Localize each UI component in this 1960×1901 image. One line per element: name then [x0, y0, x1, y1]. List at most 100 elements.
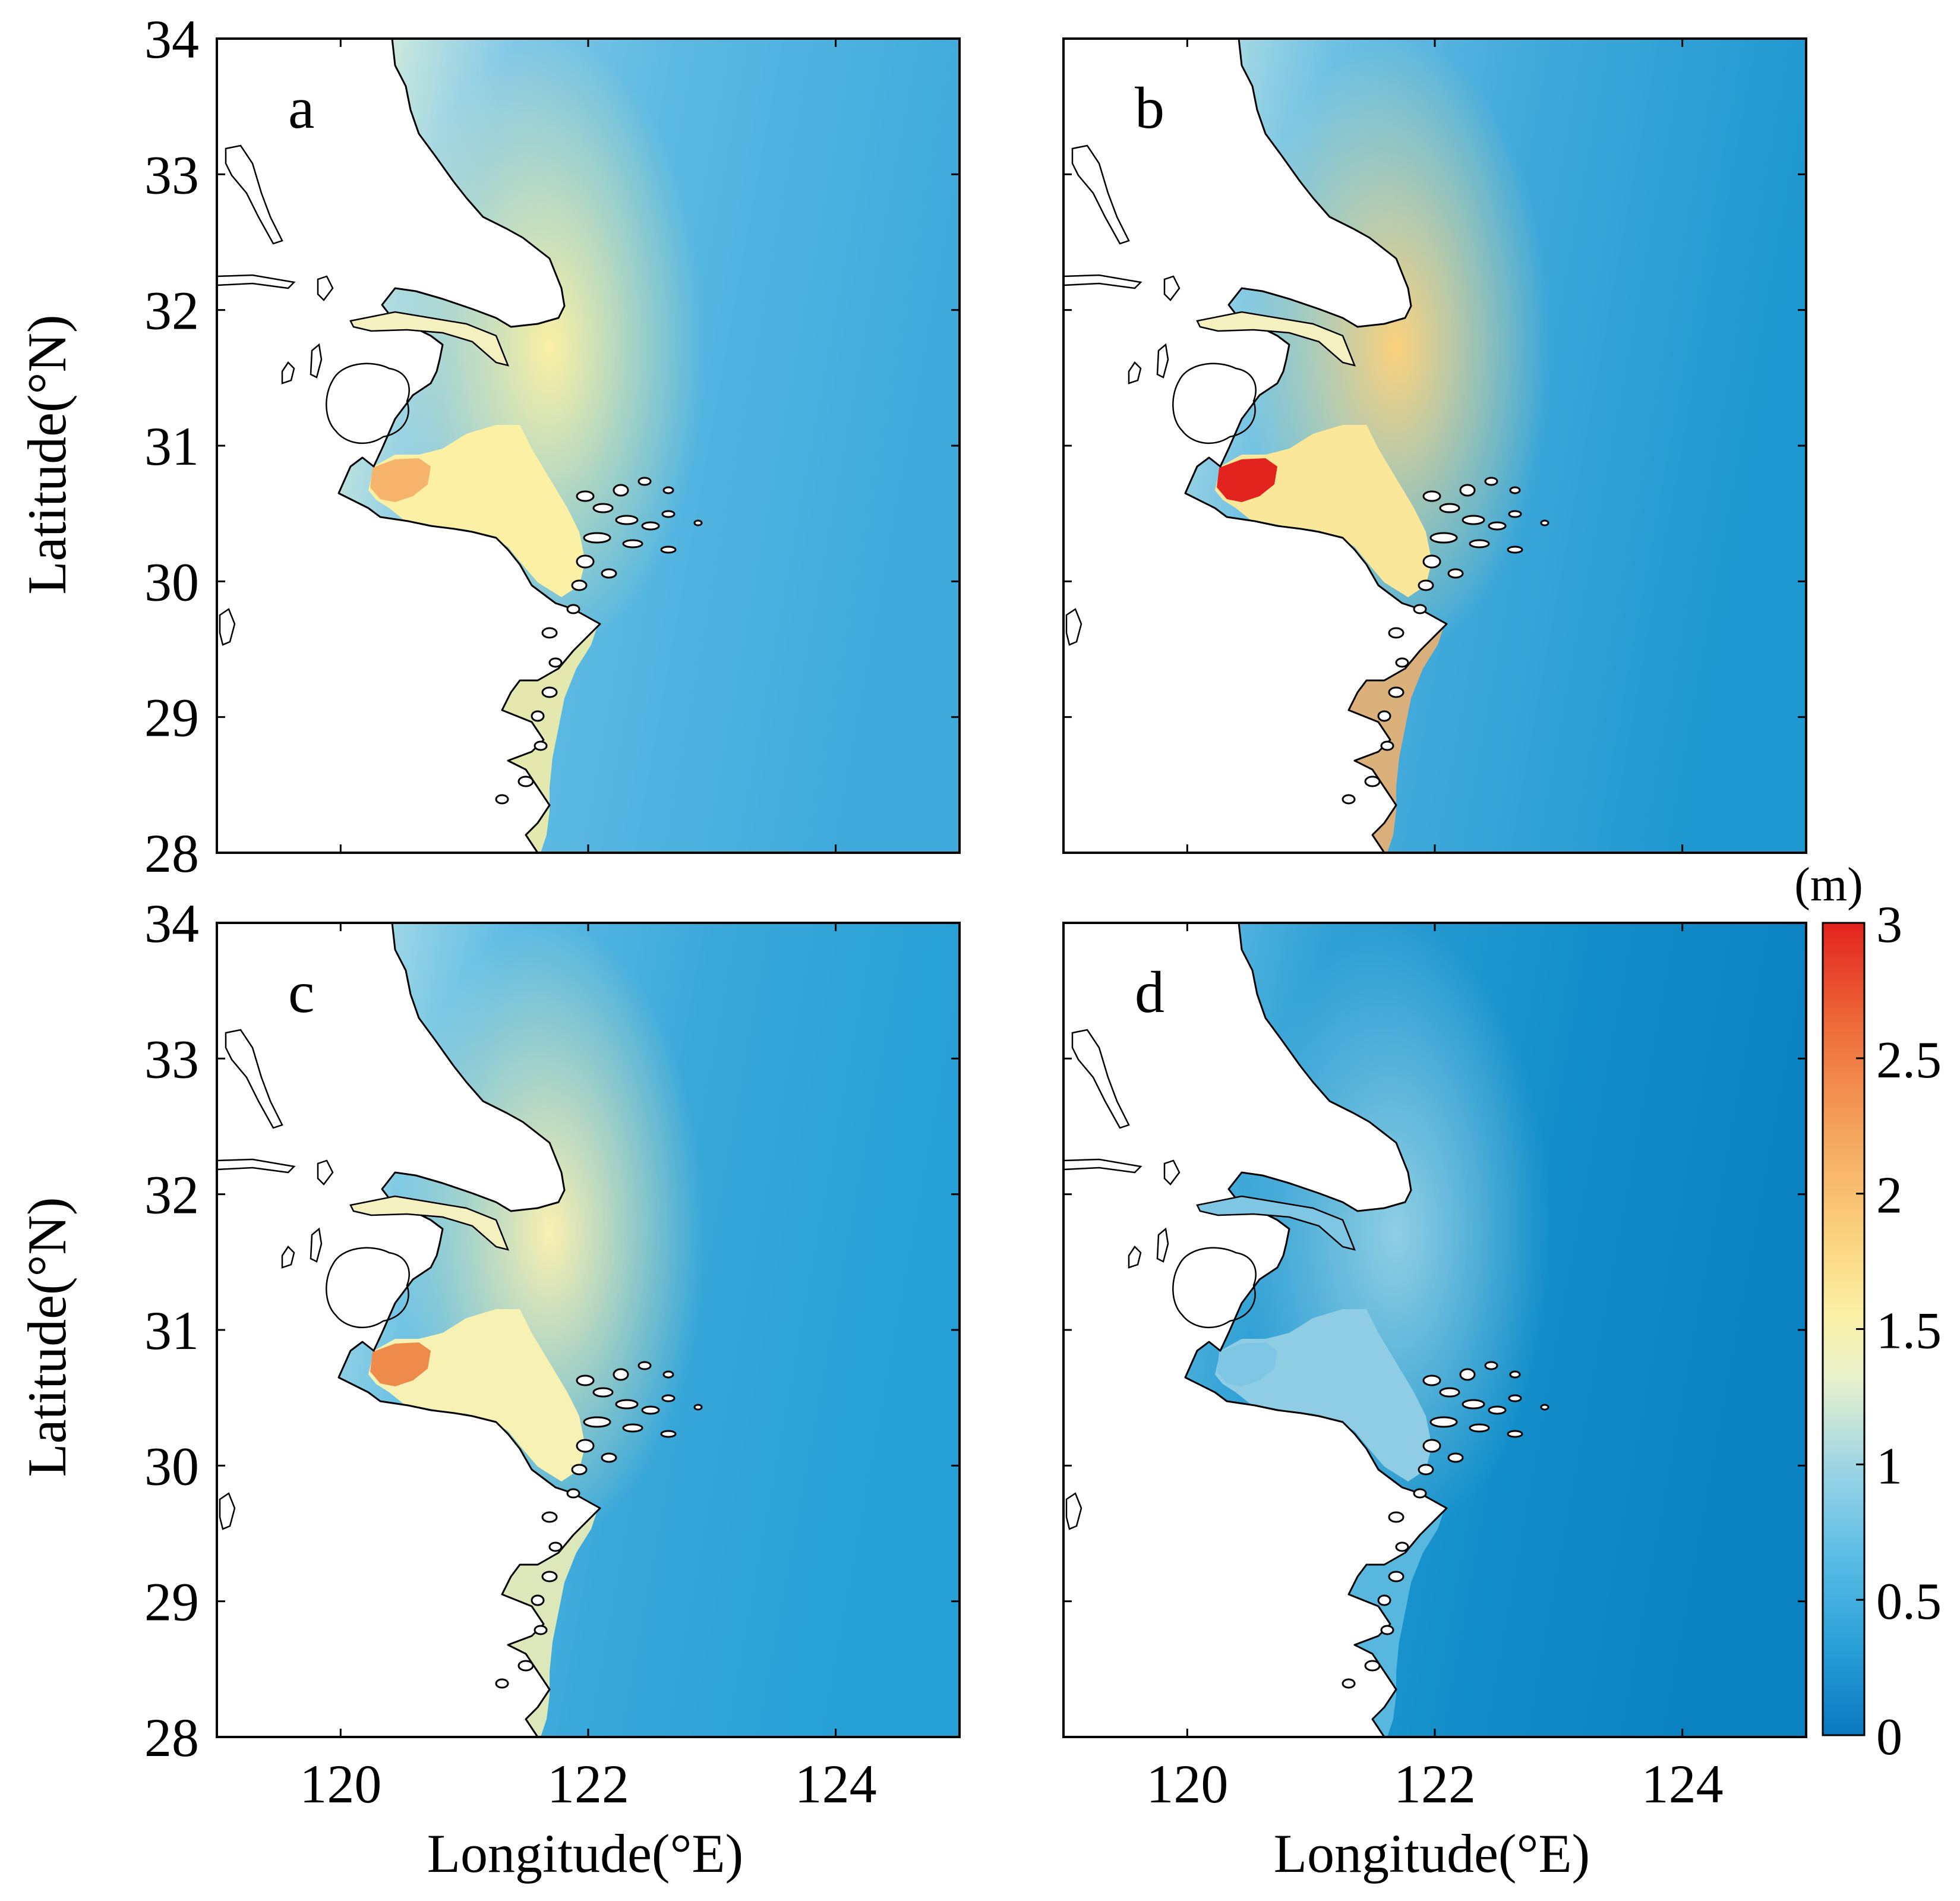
island: [548, 657, 563, 668]
island: [1413, 604, 1427, 614]
x-tick-label: 122: [547, 1754, 629, 1814]
island: [541, 686, 558, 698]
inland-lake-south: [1065, 1492, 1082, 1530]
island: [1439, 503, 1460, 513]
island: [1422, 1439, 1441, 1453]
y-tick-label: 29: [144, 1572, 199, 1632]
inland-lake-south: [219, 1492, 236, 1530]
island: [1509, 486, 1521, 494]
y-tick-label: 29: [144, 688, 199, 748]
y-tick-label: 33: [144, 144, 199, 205]
island: [583, 532, 611, 544]
island: [662, 486, 674, 494]
island: [1388, 1571, 1404, 1582]
y-tick-label: 32: [144, 1165, 199, 1225]
panel-letter: b: [1135, 75, 1164, 141]
island: [1508, 1394, 1522, 1402]
y-tick-label: 30: [144, 551, 199, 612]
island: [1377, 710, 1391, 722]
island: [622, 1423, 643, 1433]
island: [1422, 554, 1441, 569]
island: [576, 1439, 595, 1453]
island: [1364, 775, 1381, 787]
small-lake: [317, 275, 334, 301]
land-coastline: [1062, 922, 1448, 1738]
island: [615, 1399, 639, 1410]
x-tick-label: 124: [1642, 1754, 1724, 1814]
colorbar-tick-label: 0.5: [1876, 1573, 1942, 1631]
island: [571, 579, 588, 591]
lake-outline: [326, 1247, 410, 1329]
island: [1377, 1594, 1391, 1606]
island: [637, 1361, 652, 1370]
colorbar: (m) 3 2.5 2 1.5 1 0.5 0: [1794, 859, 1942, 1766]
lake-outline: [326, 362, 410, 444]
island: [495, 794, 509, 805]
y-tick-label: 28: [144, 1707, 199, 1768]
colorbar-tick-label: 1.5: [1876, 1303, 1942, 1360]
island: [1540, 1404, 1549, 1411]
island: [1484, 1361, 1498, 1370]
island: [1342, 794, 1356, 805]
island: [1380, 1625, 1394, 1635]
island: [1388, 1511, 1404, 1523]
island: [622, 539, 643, 548]
lake-outline: [1172, 1247, 1257, 1329]
island: [1380, 740, 1394, 751]
yangtze-channel: [1196, 1195, 1356, 1251]
island: [1462, 1399, 1485, 1410]
x-axis-label-right: Longitude(°E): [1274, 1823, 1590, 1884]
island: [1462, 515, 1485, 525]
island: [534, 1625, 548, 1635]
yangtze-channel: [349, 311, 510, 367]
y-tick-label: 33: [144, 1029, 199, 1089]
y-tick-label: 32: [144, 280, 199, 341]
island: [1413, 1488, 1427, 1499]
land-coastline: [1062, 37, 1448, 854]
land-coastline: [216, 37, 601, 854]
island: [613, 1368, 629, 1381]
island: [1484, 477, 1498, 486]
island: [576, 554, 595, 569]
panel-letter: c: [288, 959, 314, 1025]
island: [662, 1370, 674, 1379]
island: [641, 521, 660, 531]
small-lake: [281, 361, 295, 384]
island: [1447, 1452, 1464, 1463]
island: [1508, 510, 1522, 518]
y-axis-label-top: Latitude(°N): [17, 314, 77, 594]
island: [615, 515, 639, 525]
island: [1395, 657, 1409, 668]
island: [1418, 1464, 1434, 1476]
island: [1507, 546, 1523, 554]
island: [661, 510, 676, 518]
island: [1459, 484, 1476, 497]
island: [1395, 1541, 1409, 1552]
island: [576, 490, 595, 502]
island: [1422, 1374, 1441, 1386]
island: [566, 1488, 580, 1499]
map-panel-d: d 120 122 124: [1062, 922, 1807, 1814]
estuary-head: [1217, 458, 1277, 502]
island: [637, 477, 652, 486]
island: [1540, 519, 1549, 527]
island: [592, 1387, 614, 1398]
small-lake: [1128, 1246, 1142, 1269]
colorbar-tick-label: 2: [1876, 1167, 1902, 1225]
colorbar-tick-label: 3: [1876, 896, 1902, 954]
island: [1388, 627, 1404, 639]
island: [1422, 490, 1441, 502]
island: [601, 568, 617, 579]
panel-letter: a: [288, 75, 314, 141]
small-lake: [1128, 361, 1142, 384]
island: [1439, 1387, 1460, 1398]
x-axis-label-left: Longitude(°E): [427, 1823, 743, 1884]
island: [1507, 1430, 1523, 1438]
island: [693, 519, 703, 527]
island: [534, 740, 548, 751]
island: [641, 1405, 660, 1415]
island: [613, 484, 629, 497]
inland-lake-south: [1065, 608, 1082, 646]
island: [531, 710, 545, 722]
